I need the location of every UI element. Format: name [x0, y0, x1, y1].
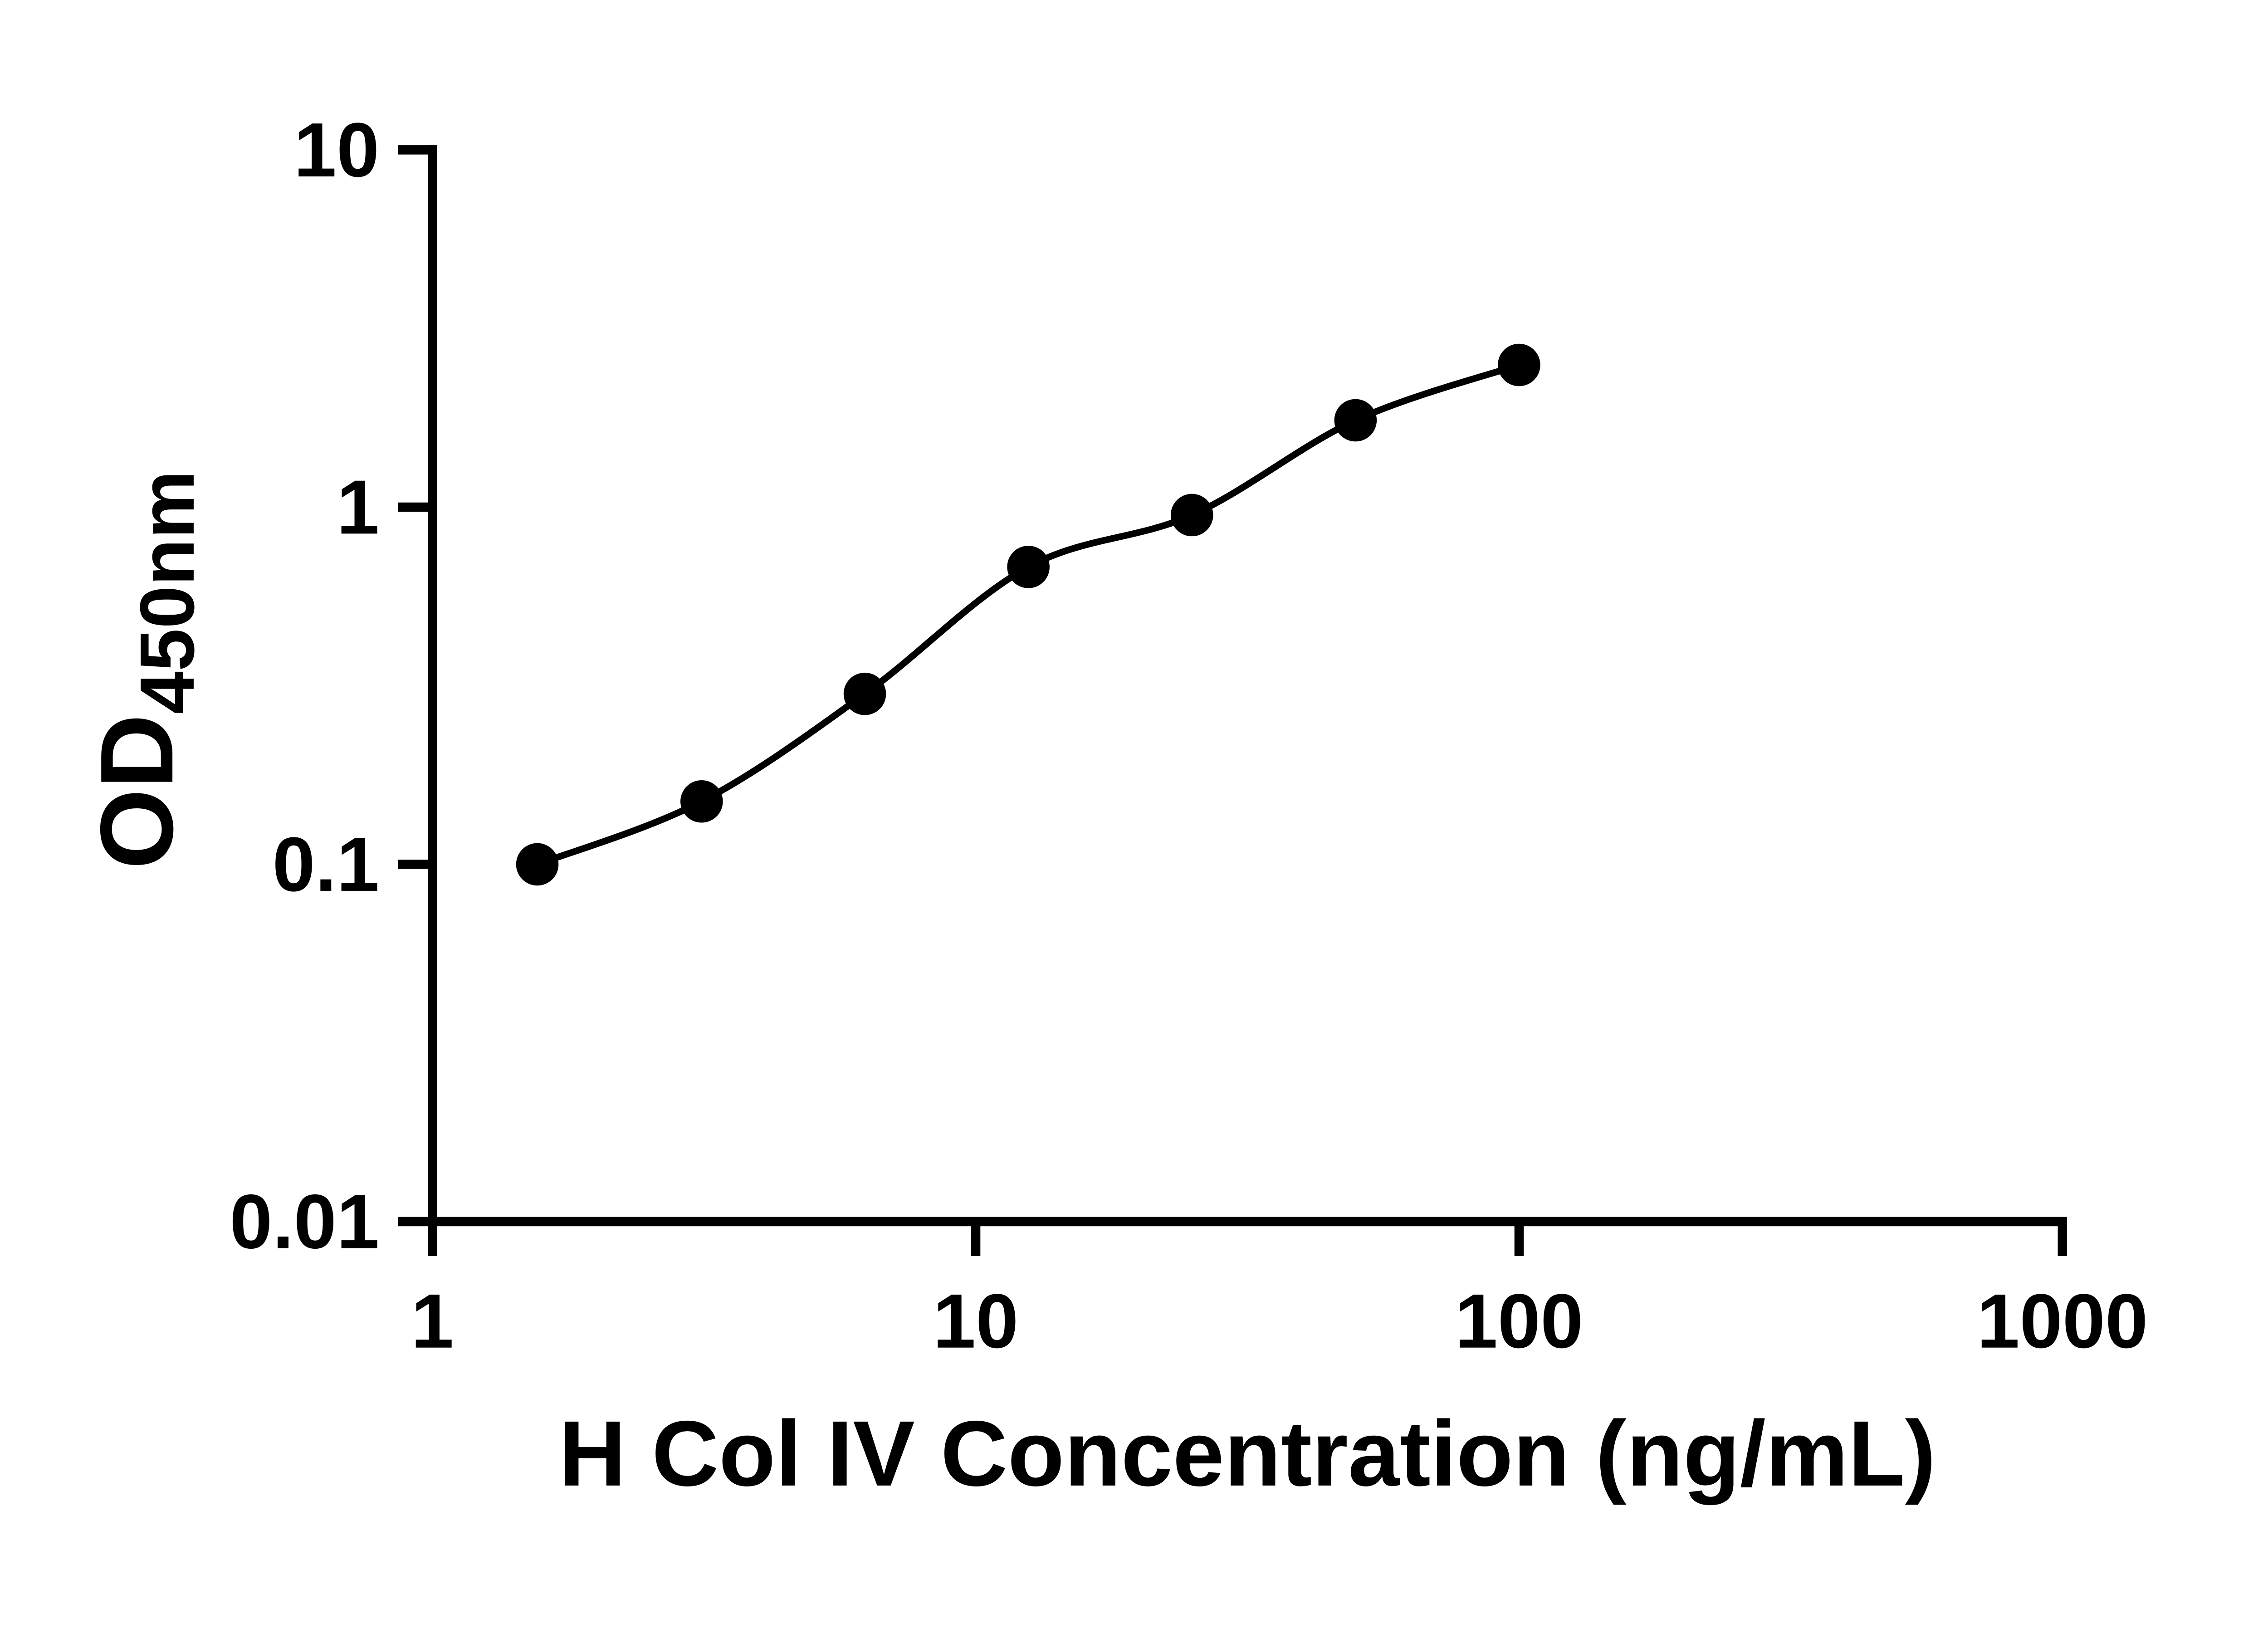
- data-point: [516, 843, 559, 886]
- data-point: [1334, 399, 1377, 442]
- y-tick-label: 10: [294, 107, 380, 193]
- x-tick-label: 10: [933, 1278, 1019, 1364]
- x-axis-title: H Col IV Concentration (ng/mL): [559, 1402, 1936, 1506]
- data-point: [843, 672, 886, 715]
- y-tick-label: 0.1: [273, 821, 380, 907]
- x-tick-label: 100: [1455, 1278, 1583, 1364]
- x-tick-label: 1000: [1977, 1278, 2148, 1364]
- data-point: [1007, 546, 1050, 588]
- elisa-standard-curve-figure: 1 10 100 1000 0.01 0.1 1 10 H Col IV Concentrati…: [79, 106, 2148, 1506]
- y-axis-title: OD450nm: [79, 470, 210, 869]
- data-point: [1170, 494, 1213, 537]
- x-tick-label: 1: [411, 1278, 454, 1364]
- chart-canvas: 1 10 100 1000 0.01 0.1 1 10 H Col IV Concentrati…: [79, 107, 2148, 1506]
- data-point: [1498, 343, 1540, 386]
- y-axis-title-subscript: 450nm: [124, 470, 210, 714]
- y-tick-label: 0.01: [230, 1178, 379, 1264]
- y-tick-label: 1: [337, 464, 379, 550]
- data-point: [680, 780, 723, 823]
